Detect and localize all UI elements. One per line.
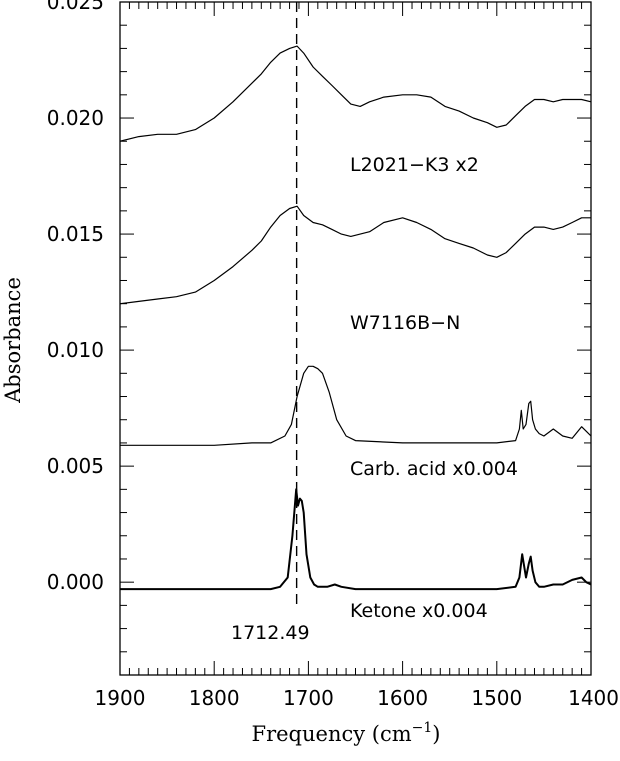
x-axis-title-main: Frequency (cm bbox=[252, 722, 412, 746]
series-layer bbox=[119, 45, 592, 591]
y-tick-label: 0.020 bbox=[47, 106, 104, 130]
x-axis-title: Frequency (cm−1) bbox=[252, 720, 441, 746]
annotation-l2021-k3: L2021−K3 x2 bbox=[350, 154, 479, 176]
x-tick-label: 1700 bbox=[283, 686, 334, 710]
y-tick-labels: 0.000 0.005 0.010 0.015 0.020 0.025 bbox=[47, 0, 104, 594]
x-tick-label: 1900 bbox=[95, 686, 146, 710]
plot-frame bbox=[119, 1, 592, 676]
y-tick-label: 0.015 bbox=[47, 222, 104, 246]
y-tick-label: 0.010 bbox=[47, 338, 104, 362]
x-tick-label: 1500 bbox=[471, 686, 522, 710]
series-line-2 bbox=[119, 205, 591, 305]
reference-line-label: 1712.49 bbox=[231, 622, 310, 644]
y-tick-label: 0.025 bbox=[47, 0, 104, 14]
series-line-1 bbox=[119, 45, 592, 142]
x-tick-label: 1400 bbox=[568, 686, 619, 710]
y-tick-label: 0.005 bbox=[47, 454, 104, 478]
series-line-3 bbox=[120, 365, 592, 446]
x-tick-label: 1800 bbox=[189, 686, 240, 710]
x-tick-label: 1600 bbox=[377, 686, 428, 710]
annotation-w7116b-n: W7116B−N bbox=[350, 312, 460, 334]
x-tick-labels: 1900 1800 1700 1600 1500 1400 bbox=[95, 686, 619, 710]
series-line-4 bbox=[120, 488, 592, 591]
x-axis-title-end: ) bbox=[432, 722, 440, 746]
annotation-ketone: Ketone x0.004 bbox=[350, 600, 488, 622]
y-axis-title: Absorbance bbox=[1, 277, 25, 404]
x-axis-title-superscript: −1 bbox=[412, 720, 433, 736]
y-tick-label: 0.000 bbox=[47, 570, 104, 594]
annotation-carb-acid: Carb. acid x0.004 bbox=[350, 458, 518, 480]
